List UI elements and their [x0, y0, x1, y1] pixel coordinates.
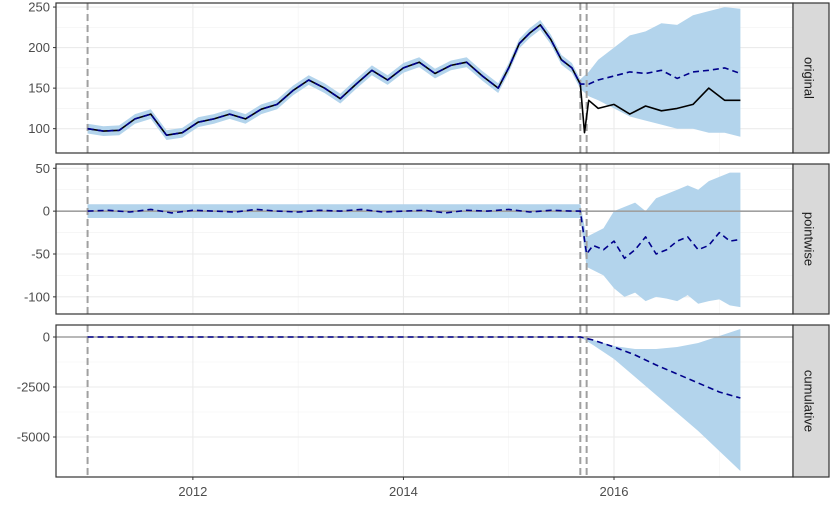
facet-strip: [792, 163, 830, 315]
facet-strip-label: pointwise: [802, 212, 817, 266]
y-tick-label: 150: [28, 81, 50, 96]
y-tick-label: -5000: [17, 430, 50, 445]
panel-pointwise: -100 -50 0 50 pointwise: [24, 161, 830, 315]
predicted-series-line: [87, 336, 741, 399]
predicted-series-line: [87, 24, 741, 136]
facet-strip-label: cumulative: [802, 370, 817, 432]
predicted-series-line: [87, 208, 741, 260]
y-tick-label: -100: [24, 289, 50, 304]
y-tick-label: 0: [43, 330, 50, 345]
y-tick-label: 100: [28, 121, 50, 136]
x-tick-label: 2016: [600, 484, 629, 499]
x-tick-label: 2014: [389, 484, 418, 499]
panel-original: 100 150 200 250 original: [28, 0, 830, 154]
facet-strip-label: original: [802, 57, 817, 99]
y-tick-label: 50: [36, 161, 50, 176]
y-tick-label: 250: [28, 0, 50, 15]
interval-band: [87, 7, 741, 140]
facet-strip: [792, 324, 830, 478]
y-tick-label: -50: [31, 247, 50, 262]
y-tick-label: -2500: [17, 380, 50, 395]
x-tick-label: 2012: [178, 484, 207, 499]
facet-strip: [792, 2, 830, 154]
y-tick-label: 200: [28, 40, 50, 55]
interval-band: [87, 172, 741, 308]
y-tick-label: 0: [43, 204, 50, 219]
panel-cumulative: -5000 -2500 0 cumulative 2012 2014 2016: [17, 324, 830, 499]
